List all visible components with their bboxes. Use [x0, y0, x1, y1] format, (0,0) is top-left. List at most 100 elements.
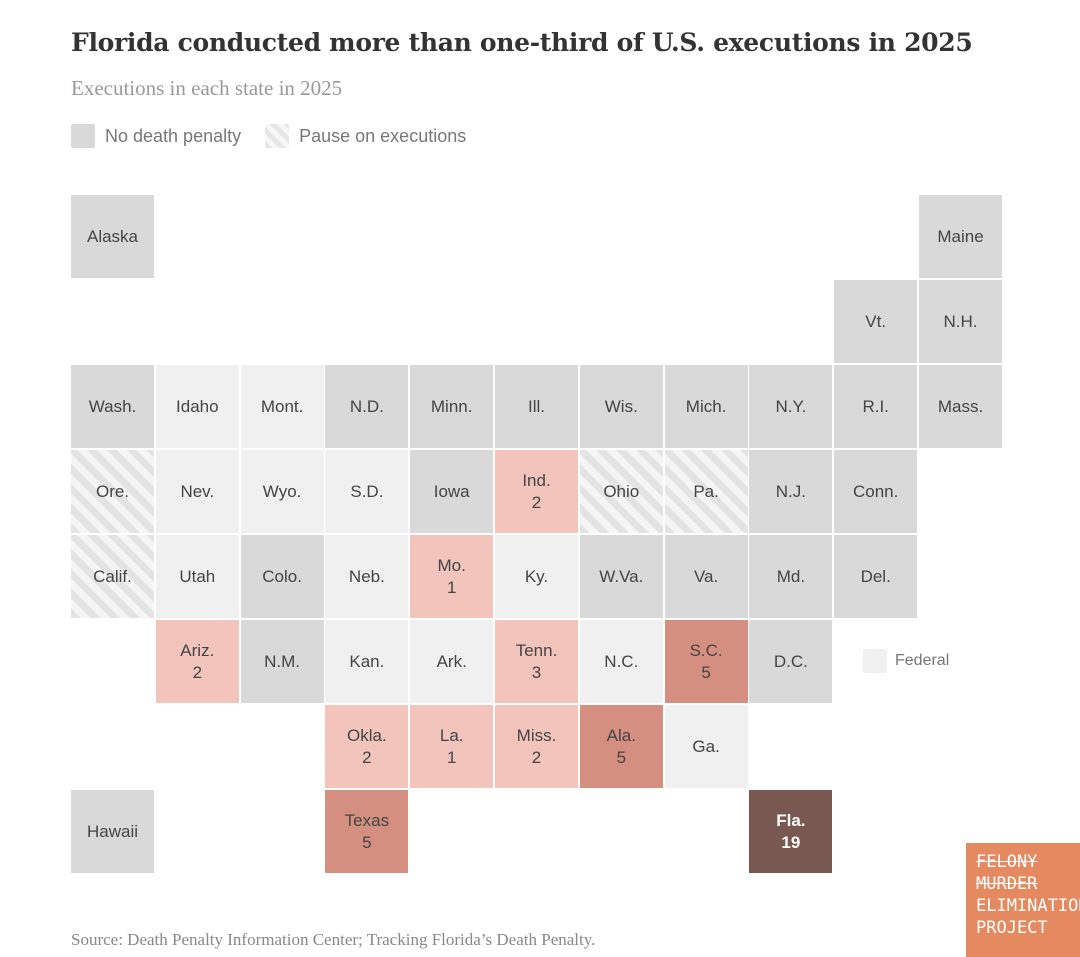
execution-count: 2 — [531, 492, 542, 512]
execution-count: 5 — [701, 662, 711, 682]
chart-title: Florida conducted more than one-third of… — [71, 28, 973, 57]
state-label: Minn. — [430, 396, 473, 416]
state-label: Miss. — [516, 725, 557, 745]
federal-swatch — [863, 649, 887, 673]
state-tile: Nev. — [155, 450, 239, 533]
state-label: Vt. — [865, 311, 887, 331]
state-label: Maine — [937, 226, 984, 246]
state-label: Idaho — [176, 396, 219, 416]
state-tile: Ill. — [495, 365, 578, 448]
chart-subtitle: Executions in each state in 2025 — [71, 76, 343, 100]
state-tile: Wis. — [579, 365, 663, 448]
execution-count: 3 — [531, 662, 542, 682]
state-tile: Conn. — [834, 450, 918, 533]
state-label: Ind. — [522, 470, 551, 490]
state-tile: W.Va. — [579, 535, 663, 618]
execution-count: 1 — [446, 577, 457, 597]
state-tile: Ark. — [410, 620, 494, 703]
state-tile: Utah — [155, 535, 239, 618]
execution-count: 2 — [192, 662, 203, 682]
state-tile: Alaska — [71, 195, 154, 278]
legend-no-death-penalty: No death penalty — [105, 125, 242, 146]
logo-line: FELONY — [976, 852, 1038, 872]
state-tile: Md. — [749, 535, 833, 618]
state-label: Wyo. — [262, 481, 302, 501]
state-label: Va. — [693, 566, 719, 586]
state-label: Ohio — [603, 481, 640, 501]
state-tile: Ind. 2 — [495, 450, 578, 533]
state-tile: R.I. — [834, 365, 918, 448]
state-label: Kan. — [349, 651, 385, 671]
state-label: Pa. — [693, 481, 719, 501]
state-label: Wis. — [604, 396, 638, 416]
execution-count: 5 — [362, 832, 372, 852]
state-label: Ore. — [95, 481, 130, 501]
state-tile: Iowa — [410, 450, 494, 533]
state-label: Ill. — [528, 396, 545, 416]
state-tile: Ohio — [579, 450, 663, 533]
state-tile: N.C. — [579, 620, 663, 703]
state-label: Mich. — [685, 396, 727, 416]
state-tile: D.C. — [749, 620, 833, 703]
logo-line: MURDER — [976, 874, 1038, 894]
state-tile: Pa. — [664, 450, 748, 533]
state-label: Calif. — [93, 566, 132, 586]
felony-murder-elimination-project-logo: FELONY MURDER ELIMINATION PROJECT — [966, 843, 1080, 957]
state-label: Conn. — [853, 481, 899, 501]
state-label: N.D. — [349, 396, 384, 416]
state-tile: Fla. 19 — [749, 790, 833, 873]
state-tile: Maine — [919, 195, 1002, 278]
state-label: Ky. — [524, 566, 549, 586]
legend: No death penalty Pause on executions — [71, 124, 466, 148]
state-tile: Colo. — [240, 535, 324, 618]
state-tile: Idaho — [155, 365, 239, 448]
state-tile: Calif. — [71, 535, 154, 618]
state-label: Nev. — [180, 481, 215, 501]
state-tile: Ore. — [71, 450, 154, 533]
state-label: N.M. — [264, 651, 301, 671]
state-label: Mont. — [260, 396, 304, 416]
state-tile: Okla. 2 — [325, 705, 409, 788]
legend-federal-item: Federal — [863, 649, 949, 673]
state-label: Ala. — [606, 725, 636, 745]
legend-pause: Pause on executions — [299, 125, 467, 146]
execution-count: 2 — [362, 747, 372, 767]
state-label: Colo. — [262, 566, 302, 586]
state-tile: Del. — [834, 535, 918, 618]
state-tile: N.M. — [240, 620, 324, 703]
logo-line: ELIMINATION — [976, 896, 1080, 916]
state-tile: S.C. 5 — [664, 620, 748, 703]
state-tile: N.D. — [325, 365, 409, 448]
state-tile: Ga. — [664, 705, 748, 788]
state-label: N.C. — [604, 651, 639, 671]
state-tile: Ala. 5 — [579, 705, 663, 788]
state-tile: Minn. — [410, 365, 494, 448]
state-tile: Ariz. 2 — [155, 620, 239, 703]
state-label: Fla. — [776, 810, 806, 830]
pause-swatch — [265, 124, 290, 148]
state-tile: Ky. — [495, 535, 578, 618]
state-tile: Mont. — [240, 365, 324, 448]
state-label: Ark. — [436, 651, 467, 671]
no-death-penalty-swatch — [71, 124, 95, 148]
state-tile: Hawaii — [71, 790, 154, 873]
legend-federal: Federal — [895, 652, 950, 669]
execution-count: 2 — [531, 747, 542, 767]
state-label: Ariz. — [180, 640, 215, 660]
state-tile: N.J. — [749, 450, 833, 533]
execution-count: 5 — [616, 747, 627, 767]
state-tile: Vt. — [834, 280, 918, 363]
state-tile: S.D. — [325, 450, 409, 533]
state-label: Md. — [776, 566, 806, 586]
state-label: D.C. — [773, 651, 808, 671]
state-label: N.H. — [943, 311, 978, 331]
source-note: Source: Death Penalty Information Center… — [71, 930, 596, 949]
state-tile: Texas 5 — [325, 790, 409, 873]
state-label: Ga. — [692, 736, 720, 756]
state-tile: Mich. — [664, 365, 748, 448]
state-label: Mo. — [437, 555, 466, 575]
state-tile: Mo. 1 — [410, 535, 494, 618]
state-label: Alaska — [86, 226, 139, 246]
state-label: N.Y. — [775, 396, 807, 416]
state-label: Wash. — [88, 396, 137, 416]
